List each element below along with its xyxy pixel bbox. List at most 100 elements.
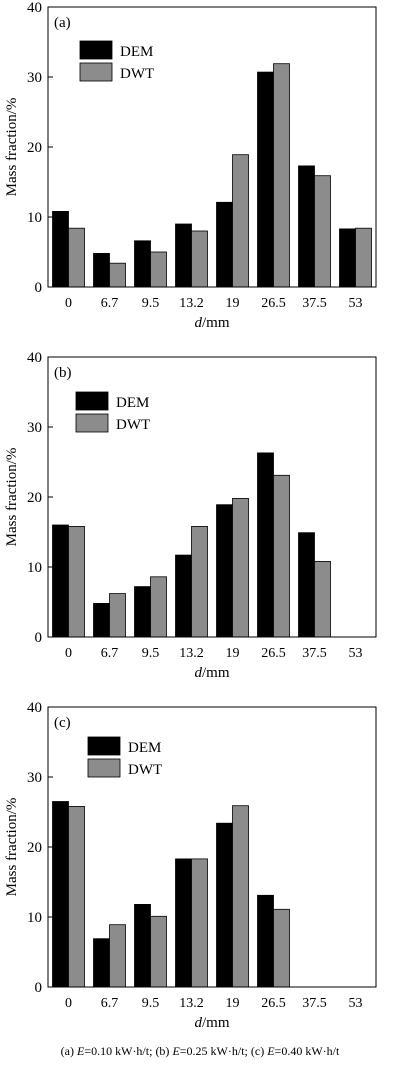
y-tick-label: 30 <box>27 770 42 786</box>
x-tick-label: 0 <box>65 996 72 1011</box>
bar-dem-26.5 <box>257 452 274 638</box>
bar-dem-6.7 <box>93 252 110 288</box>
x-tick-label: 0 <box>65 646 72 661</box>
x-axis-label: d/mm <box>194 665 229 681</box>
bar-dwt-9.5 <box>150 251 167 288</box>
bar-dem-0 <box>52 801 69 988</box>
bar-dwt-13.2 <box>191 526 208 638</box>
caption-a-var: E <box>77 1044 85 1058</box>
x-tick-label: 19 <box>226 646 240 661</box>
chart-panel-1: 0 10 20 30 40 0 6.7 9.5 13.2 19 26.5 37.5 53 d/mm Mass… <box>4 0 377 331</box>
caption-b-value: =0.25 kW·h/t; <box>179 1044 251 1058</box>
bar-dem-53 <box>339 228 356 288</box>
legend-label-dem: DEM <box>116 395 149 411</box>
y-tick-label: 0 <box>35 630 43 646</box>
bar-dwt-19 <box>232 805 249 988</box>
caption-c-var: E <box>267 1044 275 1058</box>
bar-dem-13.2 <box>175 223 192 288</box>
bar-dwt-13.2 <box>191 858 208 988</box>
bar-dem-13.2 <box>175 554 192 638</box>
x-tick-label: 37.5 <box>302 646 327 661</box>
y-axis-label: Mass fraction/% <box>4 98 20 197</box>
y-tick-label: 0 <box>35 980 43 996</box>
x-axis-label-var: d <box>194 315 202 331</box>
panel-label: (c) <box>54 715 71 731</box>
legend-swatch-dwt <box>75 413 109 433</box>
x-tick-label: 6.7 <box>101 996 119 1011</box>
bar-dwt-13.2 <box>191 230 208 288</box>
bar-dwt-37.5 <box>314 175 331 288</box>
legend-swatch-dwt <box>87 758 121 778</box>
caption-b-var: E <box>172 1044 180 1058</box>
x-tick-label: 6.7 <box>101 296 119 311</box>
bar-dem-19 <box>216 504 233 638</box>
bar-dem-19 <box>216 201 233 288</box>
y-tick-label: 40 <box>27 0 42 16</box>
x-axis-label-unit: /mm <box>202 315 230 331</box>
panel-label: (a) <box>54 15 71 31</box>
bar-dwt-0 <box>68 526 85 638</box>
bar-dem-6.7 <box>93 603 110 638</box>
y-tick-label: 40 <box>27 700 42 716</box>
bar-dwt-6.7 <box>109 262 126 288</box>
x-tick-label: 19 <box>226 996 240 1011</box>
x-tick-label: 0 <box>65 296 72 311</box>
figure-caption: (a) E=0.10 kW·h/t; (b) E=0.25 kW·h/t; (c… <box>0 1044 400 1059</box>
x-axis-label-unit: /mm <box>202 1015 230 1031</box>
bar-dwt-19 <box>232 154 249 288</box>
bar-dem-37.5 <box>298 532 315 638</box>
y-tick-label: 30 <box>27 420 42 436</box>
x-tick-label: 6.7 <box>101 646 119 661</box>
x-tick-label: 26.5 <box>261 296 286 311</box>
x-tick-label: 53 <box>349 646 363 661</box>
x-tick-label: 53 <box>349 296 363 311</box>
y-axis-label: Mass fraction/% <box>4 448 20 547</box>
y-tick-label: 0 <box>35 280 43 296</box>
bar-dem-26.5 <box>257 71 274 288</box>
x-axis-label: d/mm <box>194 315 229 331</box>
legend-swatch-dwt <box>79 62 113 82</box>
y-tick-label: 30 <box>27 70 42 86</box>
bar-dwt-26.5 <box>273 474 290 638</box>
bar-dwt-53 <box>355 227 372 288</box>
bar-dem-19 <box>216 822 233 988</box>
x-axis-label-var: d <box>194 665 202 681</box>
legend-swatch-dem <box>79 40 113 60</box>
caption-c-value: =0.40 kW·h/t <box>274 1044 340 1058</box>
x-tick-label: 9.5 <box>142 646 160 661</box>
bar-dem-6.7 <box>93 938 110 988</box>
x-axis-label: d/mm <box>194 1015 229 1031</box>
y-axis-label: Mass fraction/% <box>4 798 20 897</box>
x-tick-label: 13.2 <box>179 996 204 1011</box>
x-tick-label: 9.5 <box>142 996 160 1011</box>
y-tick-label: 10 <box>27 560 42 576</box>
x-tick-label: 37.5 <box>302 296 327 311</box>
x-tick-label: 26.5 <box>261 996 286 1011</box>
legend-label-dwt: DWT <box>128 762 162 778</box>
bar-dem-26.5 <box>257 894 274 988</box>
caption-b-prefix: (b) <box>155 1044 173 1058</box>
bar-dem-0 <box>52 210 69 288</box>
bar-dwt-6.7 <box>109 924 126 988</box>
legend-label-dem: DEM <box>120 44 153 60</box>
chart-panel-2: 0 10 20 30 40 0 6.7 9.5 13.2 19 26.5 37.5 53 d/mm Mass… <box>4 350 377 681</box>
bar-dwt-37.5 <box>314 561 331 638</box>
legend-label-dwt: DWT <box>120 66 154 82</box>
panel-label: (b) <box>54 365 72 381</box>
caption-a-value: =0.10 kW·h/t; <box>84 1044 156 1058</box>
legend-label-dem: DEM <box>128 740 161 756</box>
bar-dem-9.5 <box>134 240 151 288</box>
x-axis-label-unit: /mm <box>202 665 230 681</box>
caption-a-prefix: (a) <box>60 1044 77 1058</box>
bar-dwt-0 <box>68 806 85 988</box>
bar-dwt-19 <box>232 497 249 638</box>
x-tick-label: 9.5 <box>142 296 160 311</box>
caption-c-prefix: (c) <box>250 1044 268 1058</box>
x-tick-label: 37.5 <box>302 996 327 1011</box>
x-axis-label-var: d <box>194 1015 202 1031</box>
bar-dwt-9.5 <box>150 915 167 988</box>
bar-dem-0 <box>52 524 69 638</box>
legend-label-dwt: DWT <box>116 417 150 433</box>
bar-dwt-0 <box>68 227 85 288</box>
